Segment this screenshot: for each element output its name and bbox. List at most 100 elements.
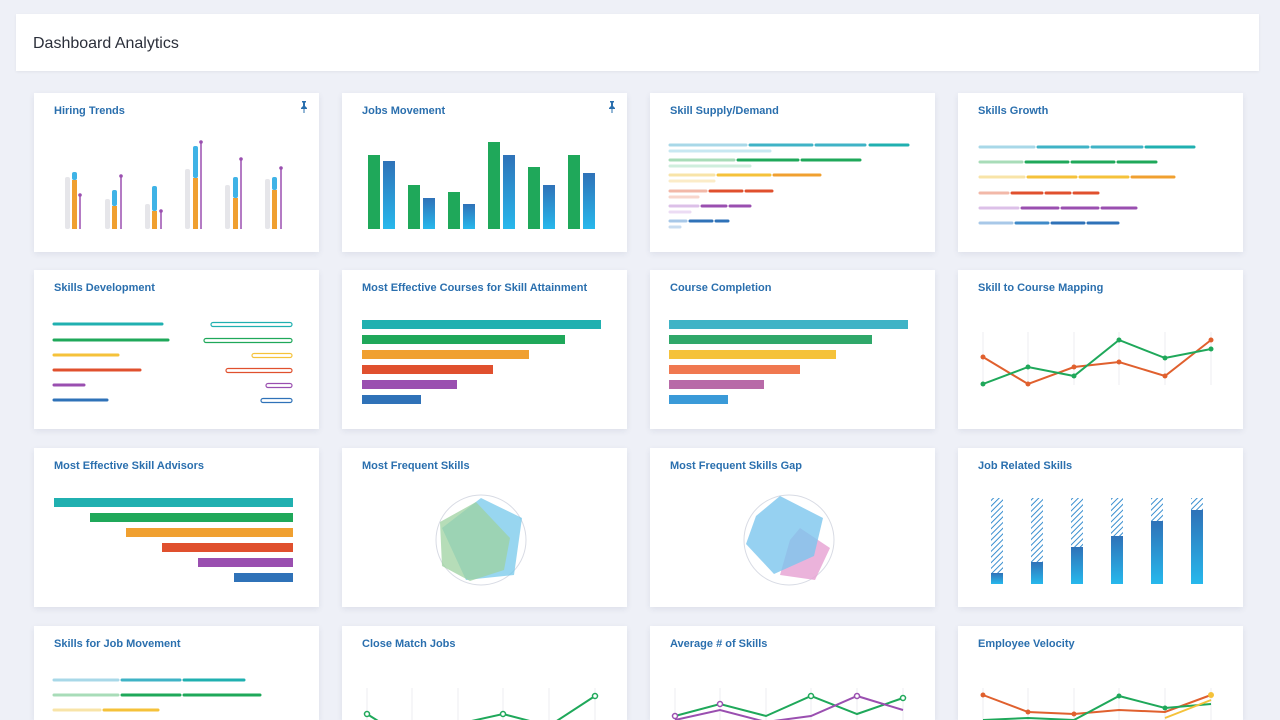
card-title: Most Frequent Skills [362,460,470,472]
bar [362,395,421,404]
bar [362,335,565,344]
bar-group [65,172,82,229]
card-skills-development[interactable]: Skills Development [34,270,319,429]
card-title: Skills Growth [978,105,1049,117]
card-jobs-movement[interactable]: Jobs Movement [342,93,627,252]
card-title: Average # of Skills [670,638,768,650]
card-most-frequent-skills[interactable]: Most Frequent Skills [342,448,627,607]
skill-to-course-mapping-chart [980,332,1214,387]
bar [383,161,395,229]
card-title: Skills Development [54,282,155,294]
most-frequent-skills-radar [435,494,527,586]
card-employee-velocity[interactable]: Employee Velocity [958,626,1243,720]
course-completion-chart [669,320,908,404]
card-most-frequent-skills-gap[interactable]: Most Frequent Skills Gap [650,448,935,607]
skills-for-job-movement-chart [52,678,262,712]
bar [90,513,293,522]
card-title: Close Match Jobs [362,638,456,650]
bar [126,528,293,537]
pin-icon[interactable] [607,101,617,113]
bar-group [265,166,283,229]
card-title: Skill to Course Mapping [978,282,1104,294]
series-line [1164,699,1212,719]
card-course-completion[interactable]: Course Completion [650,270,935,429]
bar-group [225,157,243,229]
card-title: Most Effective Courses for Skill Attainm… [362,282,588,294]
bar [408,185,420,229]
bar [669,380,764,389]
bar [669,350,836,359]
skill-advisors-chart [54,498,293,582]
bar [669,320,908,329]
bar [463,204,475,229]
series-line [674,694,904,720]
stacked-bar [1151,498,1163,584]
bar [583,173,595,229]
dashboard-header: Dashboard Analytics [16,14,1259,71]
series-line [674,694,904,718]
card-hiring-trends[interactable]: Hiring Trends [34,93,319,252]
radar-series [440,502,510,581]
card-title: Course Completion [670,282,772,294]
bar [362,365,493,374]
card-title: Skills for Job Movement [54,638,181,650]
bar [669,365,800,374]
page-title: Dashboard Analytics [33,35,179,52]
skills-gap-radar [743,494,835,586]
bar-group [105,174,123,229]
card-title: Hiring Trends [54,105,125,117]
card-title: Most Frequent Skills Gap [670,460,803,472]
card-title: Most Effective Skill Advisors [54,460,204,472]
bar [234,573,293,582]
bar [503,155,515,229]
bar [543,185,555,229]
jobs-movement-chart [368,142,595,229]
bar [669,395,728,404]
pin-icon[interactable] [299,101,309,113]
bar [488,142,500,229]
skills-development-chart [52,321,293,404]
card-skill-supply-demand[interactable]: Skill Supply/Demand [650,93,935,252]
skills-growth-chart [978,145,1196,225]
series-line [982,339,1212,386]
card-job-related-skills[interactable]: Job Related Skills [958,448,1243,607]
card-title: Jobs Movement [362,105,446,117]
card-title: Employee Velocity [978,638,1075,650]
close-match-jobs-chart [363,688,599,720]
card-close-match-jobs[interactable]: Close Match Jobs [342,626,627,720]
radar-series [746,496,823,574]
most-effective-courses-chart [362,320,601,404]
bar [448,192,460,229]
skill-supply-demand-chart [668,143,910,229]
bar [423,198,435,229]
card-most-effective-courses[interactable]: Most Effective Courses for Skill Attainm… [342,270,627,429]
card-skills-for-job-movement[interactable]: Skills for Job Movement [34,626,319,720]
bar [362,320,601,329]
series-line [982,338,1212,385]
series-line [982,694,1212,716]
stacked-bar [1191,498,1203,584]
bar [368,155,380,229]
bar [669,335,872,344]
average-skills-chart [671,688,907,720]
bar [362,380,457,389]
stacked-bar [1071,498,1083,584]
job-related-skills-chart [991,498,1203,584]
hiring-trends-chart [65,140,283,229]
card-skills-growth[interactable]: Skills Growth [958,93,1243,252]
card-title: Job Related Skills [978,460,1073,472]
employee-velocity-chart [980,688,1214,720]
card-title: Skill Supply/Demand [670,105,779,117]
stacked-bar [1111,498,1123,584]
bar-group [145,186,163,229]
card-average-number-of-skills[interactable]: Average # of Skills [650,626,935,720]
bar [568,155,580,229]
bar [528,167,540,229]
stacked-bar [1031,498,1043,584]
bar [162,543,293,552]
series-line [982,694,1212,720]
card-most-effective-skill-advisors[interactable]: Most Effective Skill Advisors [34,448,319,607]
card-skill-to-course-mapping[interactable]: Skill to Course Mapping [958,270,1243,429]
bar [54,498,293,507]
bar [362,350,529,359]
